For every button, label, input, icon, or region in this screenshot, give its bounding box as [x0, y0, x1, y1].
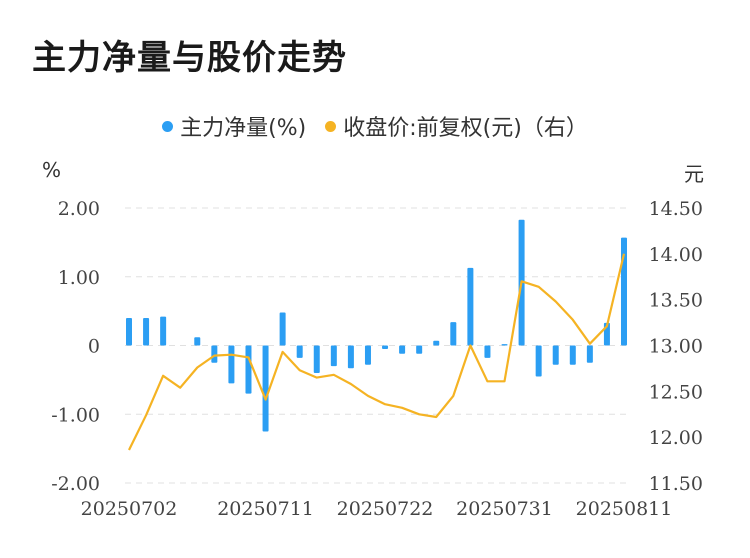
- bar: [143, 318, 150, 346]
- bar: [313, 345, 320, 373]
- x-tick-label: 20250722: [337, 498, 434, 520]
- axis-labels: 2.00 1.00 0 -1.00 -2.00 14.50 14.00 13.50 13.00 1…: [51, 198, 703, 520]
- y-left-tick-label: 1.00: [58, 267, 100, 289]
- legend-bar-swatch-icon: [162, 120, 174, 132]
- y-right-tick-label: 12.00: [649, 427, 703, 449]
- y-right-tick-label: 11.50: [649, 473, 703, 495]
- y-left-tick-label: 2.00: [58, 198, 100, 220]
- y-right-tick-label: 14.50: [649, 198, 703, 220]
- legend-bar-label: 主力净量(%): [180, 116, 307, 141]
- bar: [228, 345, 235, 384]
- bar: [416, 345, 423, 354]
- legend: 主力净量(%) 收盘价:前复权(元)（右）: [0, 110, 750, 142]
- x-tick-label: 20250731: [456, 498, 553, 520]
- bar: [433, 340, 440, 346]
- bar: [450, 322, 457, 346]
- legend-item-bar: 主力净量(%): [162, 110, 306, 142]
- bar: [364, 345, 371, 365]
- y-left-tick-label: 0: [88, 336, 100, 358]
- price-line: [128, 253, 626, 451]
- bar: [160, 316, 167, 346]
- bar: [467, 267, 474, 346]
- y-left-tick-label: -2.00: [51, 473, 100, 495]
- bar: [552, 345, 559, 365]
- legend-item-line: 收盘价:前复权(元)（右）: [325, 110, 588, 142]
- legend-line-swatch-icon: [325, 120, 337, 132]
- chart-title: 主力净量与股价走势: [32, 38, 347, 78]
- bar: [399, 345, 406, 354]
- legend-line-label: 收盘价:前复权(元)（右）: [343, 116, 588, 141]
- bar: [586, 345, 593, 363]
- y-right-tick-label: 13.50: [649, 290, 703, 312]
- bar: [211, 345, 218, 363]
- bar: [279, 312, 286, 346]
- bar: [262, 345, 269, 432]
- line-series: [128, 253, 626, 451]
- y-right-tick-label: 12.50: [649, 381, 703, 403]
- bar: [245, 345, 252, 394]
- bar: [126, 318, 132, 346]
- bar: [330, 345, 337, 367]
- x-tick-label: 20250702: [81, 498, 178, 520]
- bar: [501, 344, 508, 346]
- right-axis-unit: 元: [684, 162, 704, 186]
- bar: [296, 345, 303, 358]
- bar: [569, 345, 576, 365]
- left-axis-unit: %: [42, 158, 62, 182]
- bar: [347, 345, 354, 369]
- x-tick-label: 20250711: [217, 498, 314, 520]
- y-right-tick-label: 13.00: [649, 336, 703, 358]
- bar: [535, 345, 542, 377]
- y-right-tick-label: 14.00: [649, 244, 703, 266]
- bar: [194, 337, 201, 346]
- bar: [382, 345, 389, 349]
- x-tick-label: 20250811: [576, 498, 673, 520]
- y-left-tick-label: -1.00: [51, 404, 100, 426]
- grid-layer: [125, 207, 628, 484]
- bar: [484, 345, 491, 358]
- bar: [621, 237, 627, 346]
